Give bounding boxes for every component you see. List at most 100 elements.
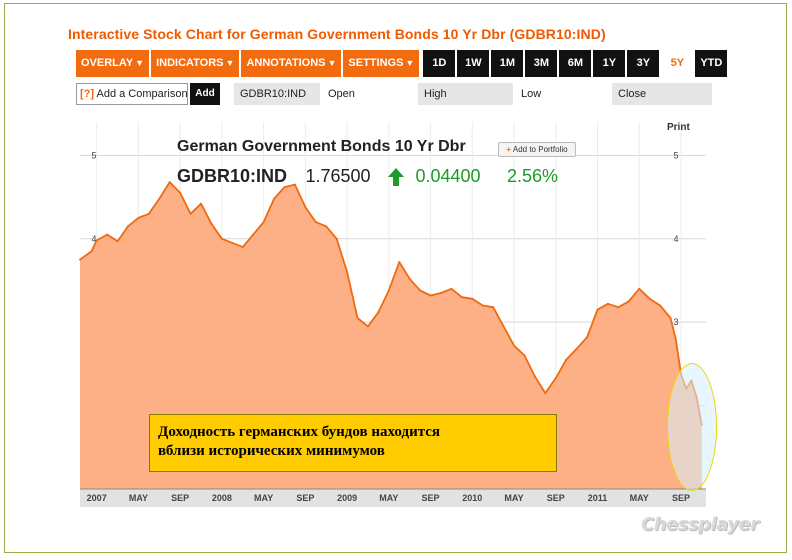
data-point (314, 221, 317, 224)
data-point (674, 337, 677, 340)
data-point (408, 277, 411, 280)
data-point (606, 302, 609, 305)
range-1w-button[interactable]: 1W (457, 50, 490, 77)
data-point (241, 246, 244, 249)
x-tick-label: MAY (254, 493, 273, 503)
data-point (565, 358, 568, 361)
data-point (502, 325, 505, 328)
annotations-menu[interactable]: ANNOTATIONS ▼ (241, 50, 342, 77)
data-point (179, 191, 182, 194)
x-tick-label: MAY (630, 493, 649, 503)
data-point (523, 354, 526, 357)
data-point (533, 375, 536, 378)
range-1d-button[interactable]: 1D (423, 50, 456, 77)
y-tick-label-left: 4 (91, 234, 96, 244)
data-point (481, 304, 484, 307)
range-ytd-button[interactable]: YTD (695, 50, 728, 77)
data-point (127, 225, 129, 228)
quote-summary: GDBR10:IND 1.76500 0.04400 2.56% (177, 166, 558, 190)
data-point (669, 317, 672, 319)
range-5y-button[interactable]: 5Y (661, 50, 694, 77)
indicators-menu-label: INDICATORS (156, 57, 224, 69)
y-tick-label-right: 4 (673, 234, 678, 244)
y-tick-label-right: 5 (673, 150, 678, 160)
data-point (200, 202, 202, 205)
data-point (513, 344, 515, 347)
data-point (252, 233, 255, 236)
range-3y-button[interactable]: 3Y (627, 50, 660, 77)
annotations-menu-label: ANNOTATIONS (246, 57, 326, 69)
data-point (220, 237, 223, 240)
data-point (575, 347, 578, 350)
print-link[interactable]: Print (667, 122, 690, 133)
data-point (648, 297, 651, 300)
annotation-note: Доходность германских бундов находится в… (149, 414, 557, 472)
range-1y-button[interactable]: 1Y (593, 50, 626, 77)
quote-bar: [?] Add a Comparison Add GDBR10:IND Open… (76, 83, 712, 105)
quote-close-label: Close (612, 83, 712, 105)
settings-menu[interactable]: SETTINGS ▼ (343, 50, 420, 77)
plus-icon: + (506, 145, 512, 154)
data-point (627, 300, 630, 303)
indicators-menu[interactable]: INDICATORS ▼ (151, 50, 240, 77)
data-point (492, 306, 495, 309)
data-point (460, 296, 463, 299)
quote-low-label: Low (515, 83, 610, 105)
data-point (147, 212, 150, 215)
quote-ticker: GDBR10:IND (177, 166, 288, 186)
add-to-portfolio-label: Add to Portfolio (512, 145, 568, 154)
y-tick-label-left: 5 (91, 150, 96, 160)
add-comparison-button[interactable]: Add (190, 83, 220, 105)
x-tick-label: 2011 (588, 493, 608, 503)
data-point (429, 294, 432, 297)
comparison-input[interactable]: [?] Add a Comparison (76, 83, 188, 105)
data-point (106, 233, 109, 236)
watermark-logo: Chessplayer (641, 514, 759, 535)
data-point (617, 306, 620, 309)
series-area (80, 182, 702, 489)
data-point (377, 311, 380, 314)
data-point (419, 289, 422, 292)
chevron-down-icon: ▼ (135, 58, 145, 68)
range-1m-button[interactable]: 1M (491, 50, 524, 77)
x-tick-label: SEP (296, 493, 314, 503)
quote-open-label: Open (322, 83, 416, 105)
range-6m-button[interactable]: 6M (559, 50, 592, 77)
settings-menu-label: SETTINGS (348, 57, 404, 69)
range-3m-button[interactable]: 3M (525, 50, 558, 77)
data-point (387, 289, 390, 292)
data-point (586, 336, 589, 339)
data-point (273, 197, 276, 200)
chevron-down-icon: ▼ (327, 58, 337, 68)
data-point (137, 216, 140, 219)
data-point (283, 186, 286, 189)
highlight-ellipse (667, 363, 717, 491)
data-point (90, 250, 93, 253)
security-name: German Government Bonds 10 Yr Dbr (177, 138, 466, 155)
chevron-down-icon: ▼ (225, 58, 235, 68)
arrow-up-icon (387, 167, 405, 187)
data-point (638, 287, 641, 290)
x-tick-label: SEP (422, 493, 440, 503)
data-point (471, 297, 474, 300)
add-to-portfolio-button[interactable]: + Add to Portfolio (498, 142, 576, 157)
data-point (346, 271, 349, 274)
annotation-line-1: Доходность германских бундов находится (158, 424, 441, 440)
data-point (116, 240, 119, 243)
data-point (367, 325, 369, 328)
data-point (450, 287, 453, 290)
data-point (168, 181, 171, 184)
data-point (189, 212, 192, 215)
data-point (398, 261, 401, 264)
data-point (95, 239, 98, 242)
y-tick-label-right: 3 (673, 317, 678, 327)
quote-price: 1.76500 (305, 166, 371, 186)
data-point (293, 183, 296, 186)
data-point (554, 377, 557, 380)
x-tick-label: 2008 (212, 493, 232, 503)
overlay-menu[interactable]: OVERLAY ▼ (76, 50, 150, 77)
quote-high-label: High (418, 83, 513, 105)
help-icon[interactable]: [?] (80, 88, 95, 100)
overlay-menu-label: OVERLAY (81, 57, 134, 69)
data-point (659, 304, 662, 307)
